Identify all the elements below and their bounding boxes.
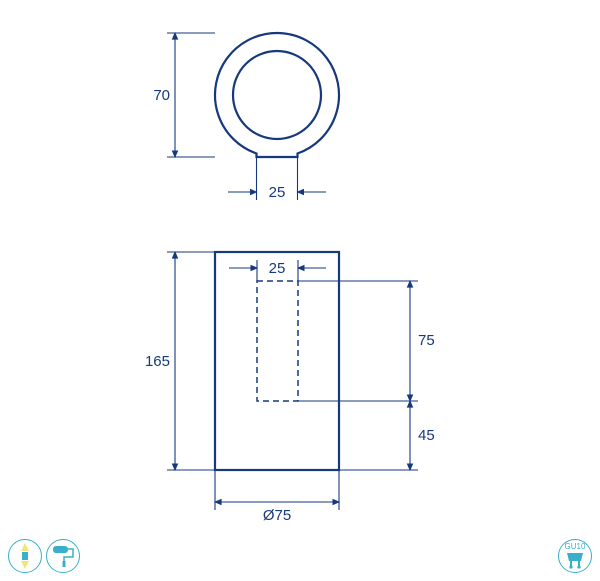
dim-front-height: 165	[145, 353, 170, 370]
dim-slot-width: 25	[269, 260, 286, 277]
up-down-light-icon	[8, 539, 42, 573]
gu10-label: GU10	[565, 542, 586, 551]
dim-top-flat: 25	[269, 184, 286, 201]
top-view: 70 25	[153, 33, 339, 201]
dim-diameter: Ø75	[263, 507, 291, 524]
front-view: 165 25 75 45 Ø75	[145, 252, 435, 524]
dim-slot-height: 75	[418, 332, 435, 349]
gu10-socket-icon: GU10	[558, 539, 592, 573]
dim-top-height: 70	[153, 87, 170, 104]
dim-bottom-gap: 45	[418, 427, 435, 444]
paint-roller-icon	[46, 539, 80, 573]
technical-drawing: 70 25 165 25 75 45	[0, 0, 600, 540]
